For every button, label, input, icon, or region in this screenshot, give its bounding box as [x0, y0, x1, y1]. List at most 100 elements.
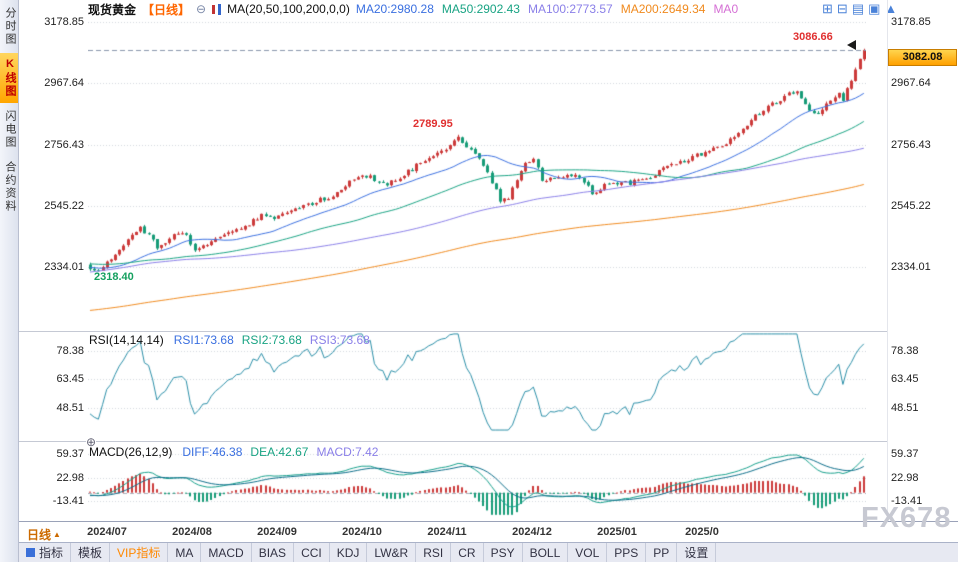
- main-chart-canvas[interactable]: [88, 20, 866, 330]
- rsi-values-item: RSI2:73.68: [241, 333, 302, 347]
- layout-split-icon[interactable]: ⊟: [836, 1, 848, 16]
- toolbar-tabs: 指标 模板 VIP指标 MA MACD BIAS CCI KDJ LW&R RSI CR PSY BOL…: [19, 543, 717, 562]
- sidebar: 分时图 K线图闪电图合约资料: [0, 0, 19, 562]
- x-axis-labels: 2024/07 2024/08 2024/09 2024/10 2024/11 2024/…: [19, 526, 958, 540]
- main-y-tick-right: 2967.64: [891, 77, 931, 89]
- low-price-label: 2318.40: [94, 271, 134, 283]
- macd-y-tick-left: 59.37: [56, 448, 84, 460]
- panel-divider: [19, 331, 887, 332]
- window-icons: ⊞ ⊟ ▤ ▣ ▲: [822, 1, 897, 16]
- ma-values-item: MA200:2649.34: [620, 2, 706, 16]
- main-y-tick-right: 2334.01: [891, 261, 931, 273]
- layout-single-icon[interactable]: ▣: [868, 1, 881, 16]
- rsi-y-tick-left: 63.45: [56, 373, 84, 385]
- toolbar-tab-LW&R[interactable]: LW&R: [367, 543, 417, 562]
- macd-y-tick-right: 22.98: [891, 472, 919, 484]
- x-axis-label: 2025/01: [597, 526, 637, 538]
- rsi-title: RSI(14,14,14): [89, 333, 164, 347]
- layout-rows-icon[interactable]: ▤: [851, 1, 865, 16]
- toolbar-tab-RSI[interactable]: RSI: [416, 543, 452, 562]
- main-y-tick-right: 3178.85: [891, 16, 931, 28]
- ma-values-item: MA100:2773.57: [527, 2, 613, 16]
- layout-grid-icon[interactable]: ⊞: [822, 1, 833, 16]
- toolbar-tab-BOLL[interactable]: BOLL: [523, 543, 569, 562]
- rsi-y-tick-right: 48.51: [891, 402, 919, 414]
- indicator-tab-icon: [26, 548, 35, 557]
- macd-title: MACD(26,12,9): [89, 445, 173, 459]
- macd-y-tick-left: 22.98: [56, 472, 84, 484]
- x-axis-label: 2024/07: [87, 526, 127, 538]
- ma-values-item: MA20:2980.28: [355, 2, 434, 16]
- period-selector[interactable]: 日线 ▲: [27, 526, 61, 543]
- rsi-canvas[interactable]: [88, 332, 866, 440]
- peak-price-label: 2789.95: [413, 118, 453, 130]
- main-y-tick-left: 2334.01: [44, 261, 84, 273]
- x-axis-label: 2024/08: [172, 526, 212, 538]
- sidebar-item-kline-chart[interactable]: K线图: [0, 53, 18, 103]
- rsi-values: RSI1:73.68 RSI2:73.68 RSI3:73.68: [174, 333, 370, 347]
- toolbar-tab-BIAS[interactable]: BIAS: [252, 543, 295, 562]
- macd-values-item: MACD:7.42: [316, 445, 379, 459]
- x-axis-label: 2025/0: [685, 526, 719, 538]
- ma-values-item: MA0: [713, 2, 739, 16]
- x-axis: 日线 ▲ 2024/07 2024/08 2024/09 2024/10 2024/11…: [19, 521, 958, 542]
- toolbar-tab-PP[interactable]: PP: [646, 543, 678, 562]
- panel-expand-icon[interactable]: ⊕: [86, 435, 97, 449]
- watermark: FX678: [861, 502, 952, 534]
- main-y-tick-right: 2756.43: [891, 139, 931, 151]
- toolbar-tab-指标[interactable]: 指标: [19, 543, 72, 562]
- chart-header: 现货黄金 【日线】 ⊖ MA(20,50,100,200,0,0) MA20:2…: [88, 1, 738, 17]
- ma-values-item: MA50:2902.43: [441, 2, 520, 16]
- toolbar-tab-PSY[interactable]: PSY: [484, 543, 523, 562]
- macd-header: MACD(26,12,9) DIFF:46.38 DEA:42.67 MACD:7.…: [89, 445, 378, 459]
- macd-values-item: DEA:42.67: [250, 445, 309, 459]
- rsi-values-item: RSI1:73.68: [173, 333, 234, 347]
- bottom-toolbar: 指标 模板 VIP指标 MA MACD BIAS CCI KDJ LW&R RSI CR PSY BOL…: [19, 542, 958, 562]
- macd-y-tick-right: 59.37: [891, 448, 919, 460]
- toolbar-tab-MA[interactable]: MA: [168, 543, 202, 562]
- panel-collapse-icon[interactable]: ⊖: [196, 2, 207, 16]
- rsi-y-tick-right: 63.45: [891, 373, 919, 385]
- toolbar-tab-VOL[interactable]: VOL: [568, 543, 608, 562]
- toolbar-tab-CCI[interactable]: CCI: [294, 543, 330, 562]
- macd-values-item: DIFF:46.38: [182, 445, 243, 459]
- macd-y-tick-left: -13.41: [52, 495, 84, 507]
- toolbar-tab-KDJ[interactable]: KDJ: [330, 543, 368, 562]
- panel-divider: [19, 441, 887, 442]
- x-axis-label: 2024/10: [342, 526, 382, 538]
- toolbar-tab-CR[interactable]: CR: [451, 543, 484, 562]
- candlestick-icon: [212, 3, 222, 15]
- sidebar-item-time-chart[interactable]: 分时图: [4, 7, 16, 46]
- last-price-box: 3082.08: [888, 49, 957, 66]
- rsi-y-tick-left: 78.38: [56, 345, 84, 357]
- rsi-y-tick-right: 78.38: [891, 345, 919, 357]
- rsi-values-item: RSI3:73.68: [309, 333, 370, 347]
- main-y-tick-left: 3178.85: [44, 16, 84, 28]
- main-y-tick-left: 2967.64: [44, 77, 84, 89]
- rsi-y-tick-left: 48.51: [56, 402, 84, 414]
- period-high-label: 3086.66: [793, 31, 833, 43]
- x-axis-label: 2024/11: [427, 526, 467, 538]
- main-y-tick-left: 2545.22: [44, 200, 84, 212]
- macd-values: DIFF:46.38 DEA:42.67 MACD:7.42: [182, 445, 378, 459]
- toolbar-tab-MACD[interactable]: MACD: [201, 543, 252, 562]
- main-y-tick-right: 2545.22: [891, 200, 931, 212]
- x-axis-label: 2024/12: [512, 526, 552, 538]
- sidebar-item-contract-info[interactable]: 合约资料: [4, 161, 16, 213]
- rsi-header: RSI(14,14,14) RSI1:73.68 RSI2:73.68 RSI3:7…: [89, 333, 370, 347]
- right-axis-divider: [887, 0, 888, 521]
- toolbar-tab-PPS[interactable]: PPS: [607, 543, 647, 562]
- ma-settings: MA(20,50,100,200,0,0): [227, 2, 350, 16]
- macd-y-tick-right: -13.41: [891, 495, 923, 507]
- macd-canvas[interactable]: [88, 444, 866, 518]
- ma-values: MA20:2980.28 MA50:2902.43 MA100:2773.57 MA2…: [356, 2, 738, 16]
- x-axis-label: 2024/09: [257, 526, 297, 538]
- toolbar-tab-VIP指标[interactable]: VIP指标: [110, 543, 169, 562]
- main-y-tick-left: 2756.43: [44, 139, 84, 151]
- toolbar-tab-设置[interactable]: 设置: [677, 543, 717, 562]
- symbol-name: 现货黄金: [88, 2, 137, 17]
- period-selector-label: 日线: [27, 528, 52, 542]
- toolbar-tab-模板[interactable]: 模板: [71, 543, 111, 562]
- sidebar-item-flash-chart[interactable]: 闪电图: [4, 110, 16, 149]
